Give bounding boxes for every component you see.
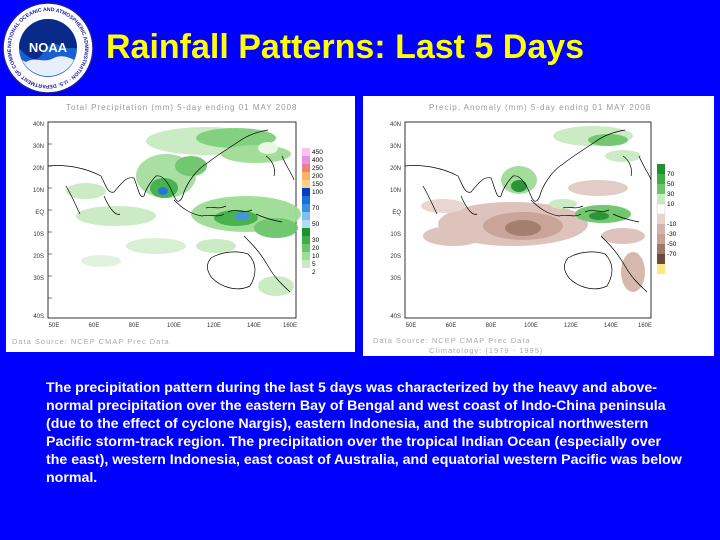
- lat-label: 10S: [33, 232, 44, 238]
- right-map-title: Precip. Anomaly (mm) 5-day ending 01 MAY…: [429, 103, 651, 112]
- lat-label: 30S: [390, 276, 401, 282]
- colorbar-label: 70: [312, 205, 320, 212]
- noaa-logo: NATIONAL OCEANIC AND ATMOSPHERIC ADMINIS…: [0, 0, 94, 94]
- lon-label: 140E: [247, 323, 261, 329]
- colorbar-label: 10: [312, 253, 320, 260]
- page-title: Rainfall Patterns: Last 5 Days: [106, 28, 585, 66]
- anomaly-map-plot: [404, 121, 652, 319]
- lon-label: 140E: [604, 323, 618, 329]
- lat-label: 10S: [390, 232, 401, 238]
- colorbar-label: 150: [312, 181, 323, 188]
- lat-label: 40S: [33, 314, 44, 320]
- colorbar-label: 30: [312, 237, 320, 244]
- lat-label: 40N: [390, 122, 401, 128]
- lat-label: EQ: [392, 210, 401, 216]
- lat-label: 10N: [390, 188, 401, 194]
- colorbar-label: -30: [667, 231, 677, 238]
- lon-label: 60E: [89, 323, 100, 329]
- right-map-lat-labels: 40N 30N 20N 10N EQ 10S 20S 30S 40S: [390, 122, 401, 320]
- lon-label: 80E: [129, 323, 140, 329]
- lon-label: 160E: [638, 323, 652, 329]
- lon-label: 160E: [283, 323, 297, 329]
- colorbar-label: 2: [312, 269, 316, 276]
- colorbar-label: 200: [312, 173, 323, 180]
- colorbar-label: -70: [667, 251, 677, 258]
- colorbar-label: 400: [312, 157, 323, 164]
- colorbar-label: 10: [667, 201, 675, 208]
- colorbar-label: 50: [312, 221, 320, 228]
- precip-map-plot: [47, 121, 301, 319]
- lat-label: 30N: [390, 144, 401, 150]
- lat-label: 20N: [33, 166, 44, 172]
- left-map-colorbar: 450 400 250 200 150 100 70 50 30 20 10 5…: [302, 148, 323, 276]
- left-map-title: Total Precipitation (mm) 5-day ending 01…: [66, 103, 297, 112]
- lon-label: 120E: [207, 323, 221, 329]
- colorbar-label: 30: [667, 191, 675, 198]
- colorbar-label: 20: [312, 245, 320, 252]
- lon-label: 60E: [446, 323, 457, 329]
- lat-label: 20S: [33, 254, 44, 260]
- right-map-lon-labels: 50E 60E 80E 100E 120E 140E 160E: [406, 323, 652, 329]
- lat-label: 30N: [33, 144, 44, 150]
- lon-label: 50E: [49, 323, 60, 329]
- anomaly-map-panel: Precip. Anomaly (mm) 5-day ending 01 MAY…: [363, 96, 714, 356]
- lon-label: 100E: [524, 323, 538, 329]
- left-map-lon-labels: 50E 60E 80E 100E 120E 140E 160E: [49, 323, 297, 329]
- logo-center-text: NOAA: [29, 40, 68, 55]
- lon-label: 100E: [167, 323, 181, 329]
- right-map-source: Data Source: NCEP CMAP Prec Data: [373, 336, 531, 345]
- lat-label: 20S: [390, 254, 401, 260]
- lat-label: 10N: [33, 188, 44, 194]
- colorbar-label: 5: [312, 261, 316, 268]
- lat-label: 30S: [33, 276, 44, 282]
- right-map-colorbar: 70 50 30 10 -10 -30 -50 -70: [656, 164, 677, 274]
- lat-label: 40N: [33, 122, 44, 128]
- colorbar-label: 50: [667, 181, 675, 188]
- left-map-source: Data Source: NCEP CMAP Prec Data: [12, 337, 170, 346]
- colorbar-label: 250: [312, 165, 323, 172]
- lat-label: EQ: [35, 210, 44, 216]
- lon-label: 80E: [486, 323, 497, 329]
- lat-label: 40S: [390, 314, 401, 320]
- caption-text: The precipitation pattern during the las…: [46, 380, 682, 486]
- precipitation-map-panel: Total Precipitation (mm) 5-day ending 01…: [6, 96, 355, 352]
- colorbar-label: -50: [667, 241, 677, 248]
- colorbar-label: 100: [312, 189, 323, 196]
- right-map-climatology: Climatology: (1979 - 1995): [429, 346, 543, 355]
- colorbar-label: -10: [667, 221, 677, 228]
- left-map-lat-labels: 40N 30N 20N 10N EQ 10S 20S 30S 40S: [33, 122, 44, 320]
- colorbar-label: 70: [667, 171, 675, 178]
- lat-label: 20N: [390, 166, 401, 172]
- lon-label: 120E: [564, 323, 578, 329]
- colorbar-label: 450: [312, 149, 323, 156]
- lon-label: 50E: [406, 323, 417, 329]
